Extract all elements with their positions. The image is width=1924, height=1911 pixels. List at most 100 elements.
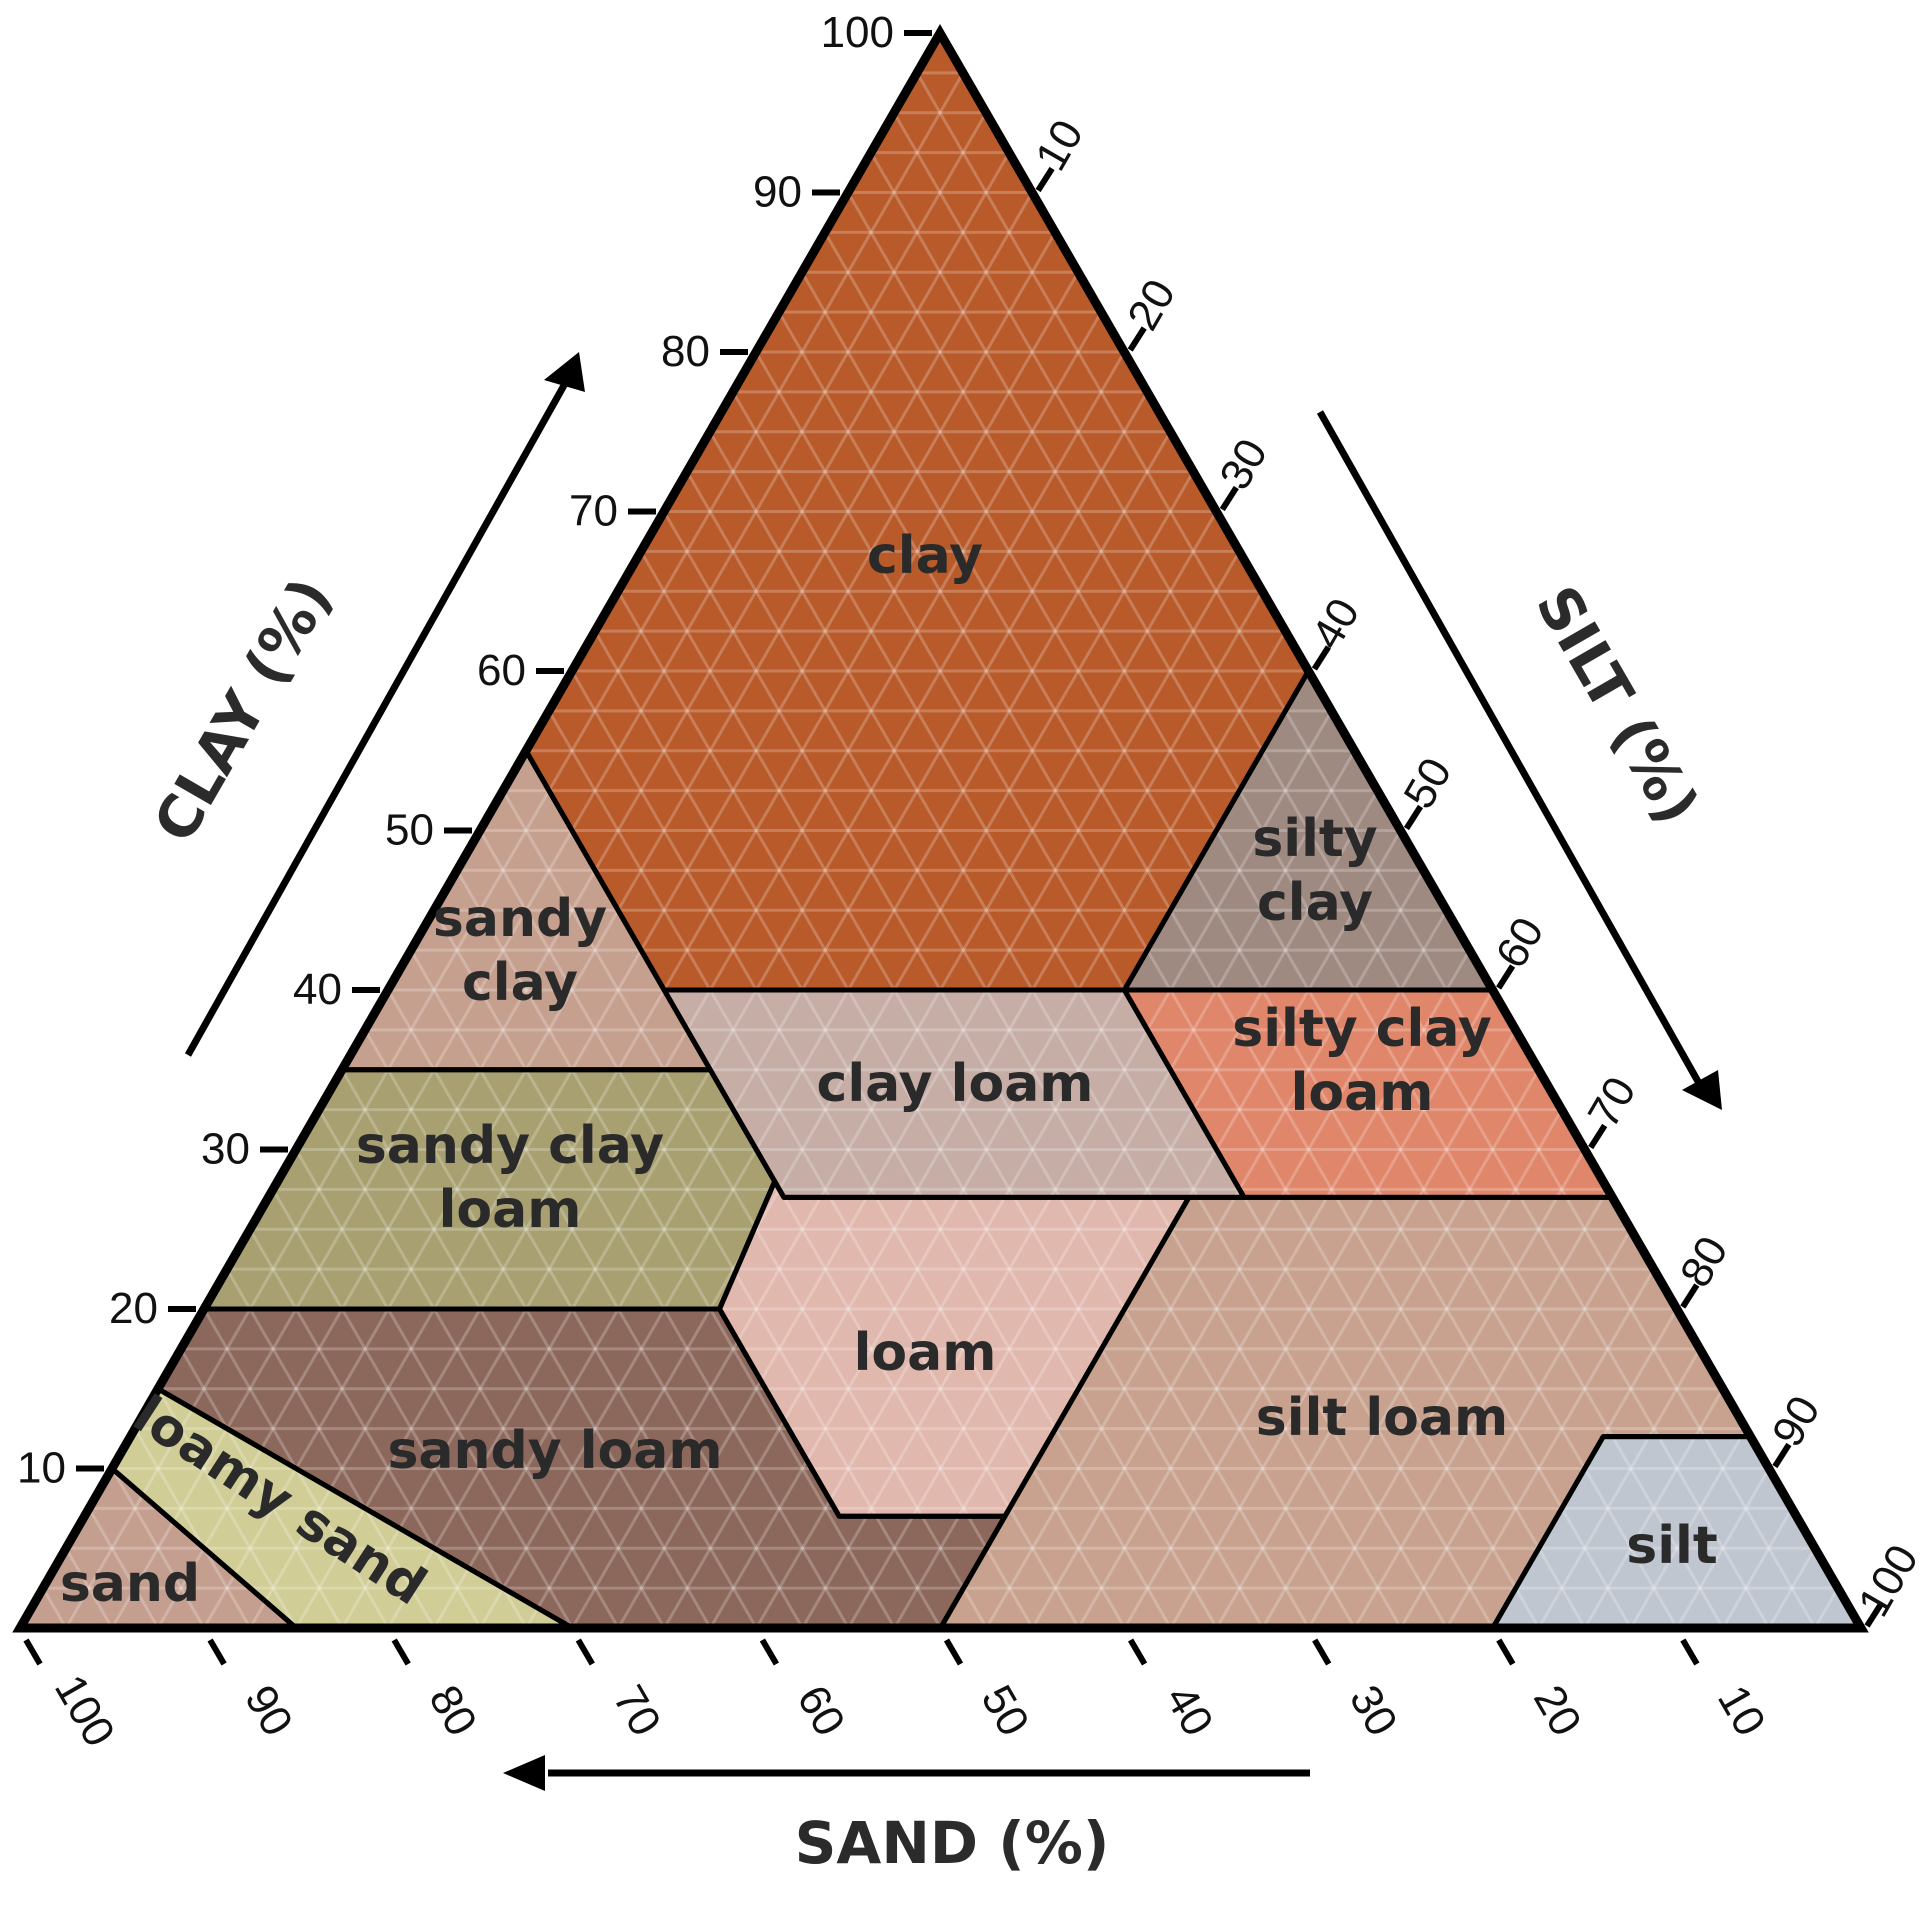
grid-line [800, 271, 1587, 1628]
sand-tick [1496, 1638, 1516, 1666]
region-label-line: sandy [433, 889, 607, 949]
clay-tick-label: 90 [753, 168, 802, 217]
grid-line [1353, 1188, 1610, 1628]
grid-line [340, 311, 1103, 1628]
grid-line [801, 710, 1333, 1628]
grid-line [478, 431, 1172, 1628]
grid-line [708, 430, 1403, 1628]
grid-line [685, 470, 1357, 1628]
sand-tick [1680, 1638, 1700, 1666]
silt-tick [1680, 1283, 1700, 1309]
clay-tick-label: 100 [821, 8, 894, 57]
grid-line [294, 1148, 574, 1628]
region-label-line: sandy loam [387, 1421, 722, 1481]
grid-line [1675, 1467, 1771, 1628]
grid-line [41, 1587, 68, 1628]
grid-line [915, 72, 1817, 1628]
silt-axis-arrow [1316, 410, 1704, 1087]
grid-line [985, 869, 1425, 1628]
region-label-line: silty clay [1232, 999, 1492, 1059]
silt-tick-label: 10 [1026, 112, 1093, 179]
region-label-line: sandy clay [356, 1116, 664, 1176]
label-sandy-loam: sandy loam [387, 1421, 722, 1481]
grid-line [1215, 1069, 1540, 1628]
label-clay: clay [867, 526, 983, 586]
grid-line [892, 111, 1771, 1628]
sand-tick [1312, 1638, 1332, 1666]
region-loamy-sand [112, 1388, 573, 1628]
sand-tick-label: 70 [603, 1677, 670, 1744]
grid-line [110, 112, 988, 1628]
silt-tick-label: 70 [1579, 1069, 1646, 1136]
grid-line [593, 630, 1172, 1628]
region-silty-clay-loam [1124, 990, 1613, 1198]
silt-tick [1127, 326, 1147, 352]
label-silt: silt [1626, 1516, 1717, 1576]
grid-line [639, 550, 1264, 1628]
region-clay-loam [664, 990, 1245, 1198]
grid-line [1307, 1148, 1586, 1628]
silt-tick-label: 30 [1210, 431, 1277, 498]
region-label-line: clay [867, 526, 983, 586]
clay-axis-title: CLAY (%) [140, 566, 345, 853]
grid-line [432, 391, 1149, 1628]
silt-tick-label: 90 [1763, 1388, 1830, 1455]
grid-line [524, 470, 1195, 1628]
grid-line [1767, 1547, 1817, 1628]
grid-line [225, 1268, 436, 1628]
grid-line [1031, 909, 1448, 1628]
region-label-line: sand [60, 1554, 200, 1614]
grid-line [501, 789, 988, 1628]
grid-line [662, 510, 1310, 1628]
grid-line [179, 1348, 344, 1628]
grid-line [1169, 1029, 1517, 1628]
grid-line [616, 590, 1218, 1628]
sand-tick [391, 1638, 411, 1666]
clay-tick-label: 50 [385, 806, 434, 855]
grid-line [110, 1467, 206, 1628]
grid-line [294, 271, 1080, 1628]
clay-tick-label: 30 [201, 1125, 250, 1174]
grid-line [455, 869, 896, 1628]
silt-axis-arrow-head [1682, 1070, 1722, 1110]
grid-line [869, 151, 1725, 1628]
silt-axis-title: SILT (%) [1522, 575, 1712, 836]
grid-line [133, 1427, 252, 1628]
region-sandy-clay-loam [204, 1069, 775, 1309]
region-sandy-loam [158, 1309, 1005, 1628]
region-silt [1492, 1436, 1861, 1628]
grid-line [1077, 949, 1471, 1628]
grid-line [1537, 1348, 1702, 1628]
grid-line [363, 1029, 712, 1628]
region-sandy-clay [342, 750, 711, 1070]
grid-line [156, 151, 1011, 1628]
grid-line [823, 231, 1633, 1628]
grid-line [617, 550, 1241, 1628]
grid-line [271, 1188, 528, 1628]
grid-line [87, 1507, 160, 1628]
grid-line [64, 1547, 114, 1628]
grid-line [409, 949, 804, 1628]
clay-tick-label: 80 [661, 327, 710, 376]
grid-line [248, 231, 1057, 1628]
sand-axis-arrow-head [503, 1755, 545, 1791]
grid-line [1583, 1388, 1725, 1628]
silt-tick [1864, 1602, 1884, 1628]
silt-tick-label: 40 [1302, 590, 1369, 657]
triangle-outline [12, 23, 1869, 1633]
grid-line [1629, 1427, 1748, 1628]
region-label-line: clay [1257, 873, 1373, 933]
label-silt-loam: silt loam [1256, 1388, 1508, 1448]
sand-axis-title: SAND (%) [795, 1809, 1110, 1877]
clay-tick-label: 20 [109, 1284, 158, 1333]
sand-tick-label: 50 [972, 1677, 1039, 1744]
grid-line [248, 1228, 482, 1628]
grid-line [1813, 1587, 1840, 1628]
region-silty-clay [1124, 671, 1493, 990]
sand-tick-label: 90 [235, 1677, 302, 1744]
region-label-line: loam [1291, 1063, 1434, 1123]
